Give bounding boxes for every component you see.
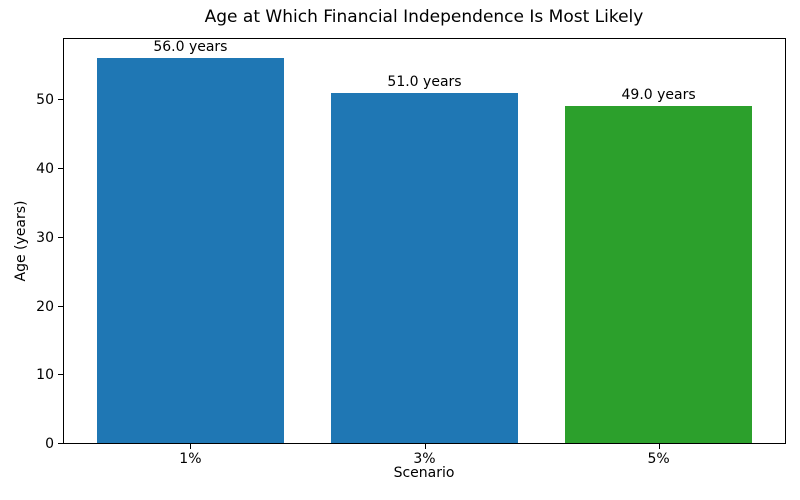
chart-title: Age at Which Financial Independence Is M…	[204, 7, 644, 27]
plot-area: 56.0 years 51.0 years 49.0 years	[63, 38, 786, 444]
y-tick-label: 30	[36, 229, 54, 246]
x-axis-label: Scenario	[393, 465, 455, 481]
y-tick-label: 20	[36, 298, 54, 315]
y-tick-mark	[58, 236, 63, 238]
bar-1%	[96, 58, 285, 443]
y-tick-label: 40	[36, 161, 54, 178]
y-tick-label: 50	[36, 92, 54, 109]
x-tick-label: 5%	[647, 451, 670, 467]
y-tick-mark	[58, 305, 63, 307]
y-tick-mark	[58, 374, 63, 376]
bar-3%	[330, 92, 519, 443]
y-tick-mark	[58, 168, 63, 170]
y-tick-label: 0	[45, 436, 54, 452]
y-tick-mark	[58, 99, 63, 101]
x-tick-mark	[190, 444, 192, 449]
x-tick-label: 3%	[413, 451, 436, 467]
x-tick-mark	[658, 444, 660, 449]
x-tick-mark	[424, 444, 426, 449]
x-tick-label: 1%	[179, 451, 202, 467]
y-tick-label: 10	[36, 367, 54, 384]
bar-5%	[564, 106, 753, 443]
bar-value-label: 51.0 years	[387, 73, 462, 90]
bar-value-label: 49.0 years	[621, 87, 696, 104]
bar-value-label: 56.0 years	[153, 39, 228, 56]
y-tick-mark	[58, 443, 63, 444]
